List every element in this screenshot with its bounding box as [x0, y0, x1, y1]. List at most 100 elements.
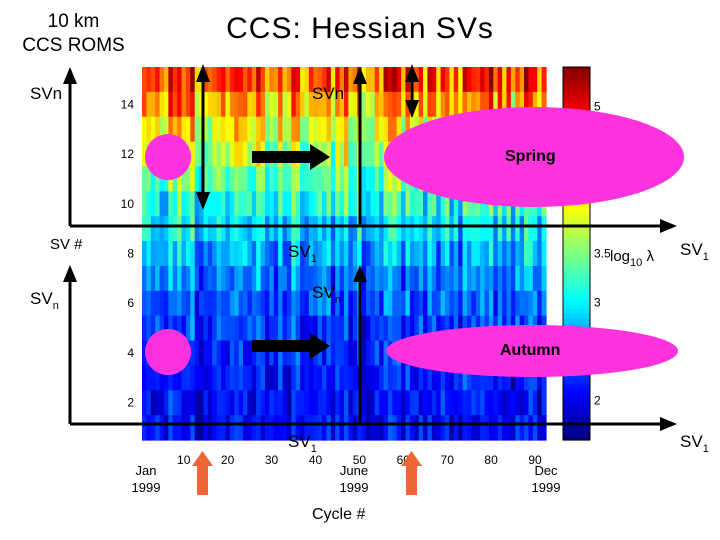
heatmap-cell [348, 415, 354, 441]
heatmap-cell [519, 241, 525, 267]
heatmap-cell [365, 365, 371, 391]
heatmap-cell [286, 415, 292, 441]
heatmap-cell [436, 191, 442, 217]
heatmap-cell [541, 290, 547, 317]
heatmap-cell [488, 290, 494, 317]
heatmap-cell [221, 415, 227, 441]
heatmap-cell [493, 241, 499, 267]
right-upper-right-arrowhead [660, 219, 677, 233]
heatmap-cell [155, 67, 161, 93]
heatmap-cell [308, 216, 314, 242]
right-lower-right-arrowhead [660, 417, 677, 431]
heatmap-cell [532, 390, 538, 416]
heatmap-cell [370, 390, 376, 416]
heatmap-cell [278, 91, 284, 118]
heatmap-cell [142, 166, 147, 192]
heatmap-cell [510, 290, 516, 317]
heatmap-cell [431, 91, 437, 118]
heatmap-cell [142, 116, 147, 143]
heatmap-cell [229, 415, 235, 441]
heatmap-cell [396, 166, 402, 192]
heatmap-cell [278, 116, 284, 143]
heatmap-cell [159, 116, 165, 143]
heatmap-cell [374, 166, 380, 192]
heatmap-cell [229, 265, 235, 292]
heatmap-cell [216, 290, 222, 317]
heatmap-cell [181, 415, 187, 441]
heatmap-cell [146, 91, 152, 118]
heatmap-cell [466, 390, 472, 416]
heatmap-cell [541, 67, 547, 93]
heatmap-cell [515, 91, 521, 118]
heatmap-cell [300, 265, 306, 292]
heatmap-cell [370, 191, 376, 217]
heatmap-cell [243, 91, 248, 118]
heatmap-cell [194, 166, 200, 192]
heatmap-cell [225, 191, 231, 217]
heatmap-cell [247, 265, 253, 292]
heatmap-cell [207, 141, 213, 168]
heatmap-cell [185, 315, 191, 342]
heatmap-cell [256, 340, 262, 366]
heatmap-cell [203, 191, 209, 217]
heatmap-cell [344, 365, 349, 391]
colorbar-border [562, 66, 591, 441]
heatmap-cell [396, 290, 402, 317]
heatmap-cell [269, 290, 275, 317]
heatmap-cell [304, 241, 310, 267]
heatmap-cell [185, 67, 191, 93]
heatmap-cell [519, 67, 525, 93]
heatmap-cell [396, 191, 402, 217]
heatmap-cell [401, 415, 407, 441]
heatmap-cell [155, 265, 161, 292]
heatmap-cell [317, 67, 323, 93]
heatmap-cell [168, 290, 174, 317]
heatmap-cell [409, 241, 415, 267]
colorbar-segment [563, 216, 590, 222]
heatmap-cell [313, 166, 319, 192]
heatmap-cell [537, 265, 543, 292]
heatmap-cell [506, 91, 512, 118]
heatmap-cell [352, 415, 358, 441]
heatmap-cell [146, 290, 152, 317]
heatmap-cell [528, 290, 534, 317]
heatmap-cell [453, 365, 459, 391]
heatmap-cell [352, 116, 358, 143]
heatmap-cell [322, 390, 328, 416]
heatmap-cell [440, 265, 446, 292]
heatmap-cell [251, 91, 257, 118]
heatmap-cell [326, 415, 332, 441]
heatmap-cell [445, 290, 450, 317]
heatmap-cell [229, 116, 235, 143]
log-subscript: 10 [630, 257, 643, 269]
heatmap-cell [212, 265, 218, 292]
heatmap-cell [471, 265, 477, 292]
heatmap-cell [322, 290, 328, 317]
heatmap-cell [528, 365, 534, 391]
heatmap-cell [212, 365, 218, 391]
heatmap-cell [484, 365, 490, 391]
heatmap-cell [317, 315, 323, 342]
sv-subscript: n [52, 300, 59, 312]
heatmap-cell [480, 241, 486, 267]
heatmap-cell [423, 265, 429, 292]
heatmap-cell [440, 91, 446, 118]
heatmap-cell [510, 415, 516, 441]
heatmap-cell [264, 415, 270, 441]
heatmap-cell [225, 116, 231, 143]
y-tick-label: 14 [121, 97, 135, 111]
heatmap-cell [466, 91, 472, 118]
heatmap-cell [365, 216, 371, 242]
heatmap-cell [374, 141, 380, 168]
heatmap-cell [194, 116, 200, 143]
heatmap-cell [264, 216, 270, 242]
heatmap-cell [207, 415, 213, 441]
heatmap-cell [392, 241, 398, 267]
heatmap-cell [251, 415, 257, 441]
heatmap-cell [339, 241, 345, 267]
heatmap-cell [300, 415, 306, 441]
heatmap-cell [387, 390, 393, 416]
heatmap-cell [269, 315, 275, 342]
heatmap-cell [480, 216, 486, 242]
heatmap-cell [524, 241, 530, 267]
